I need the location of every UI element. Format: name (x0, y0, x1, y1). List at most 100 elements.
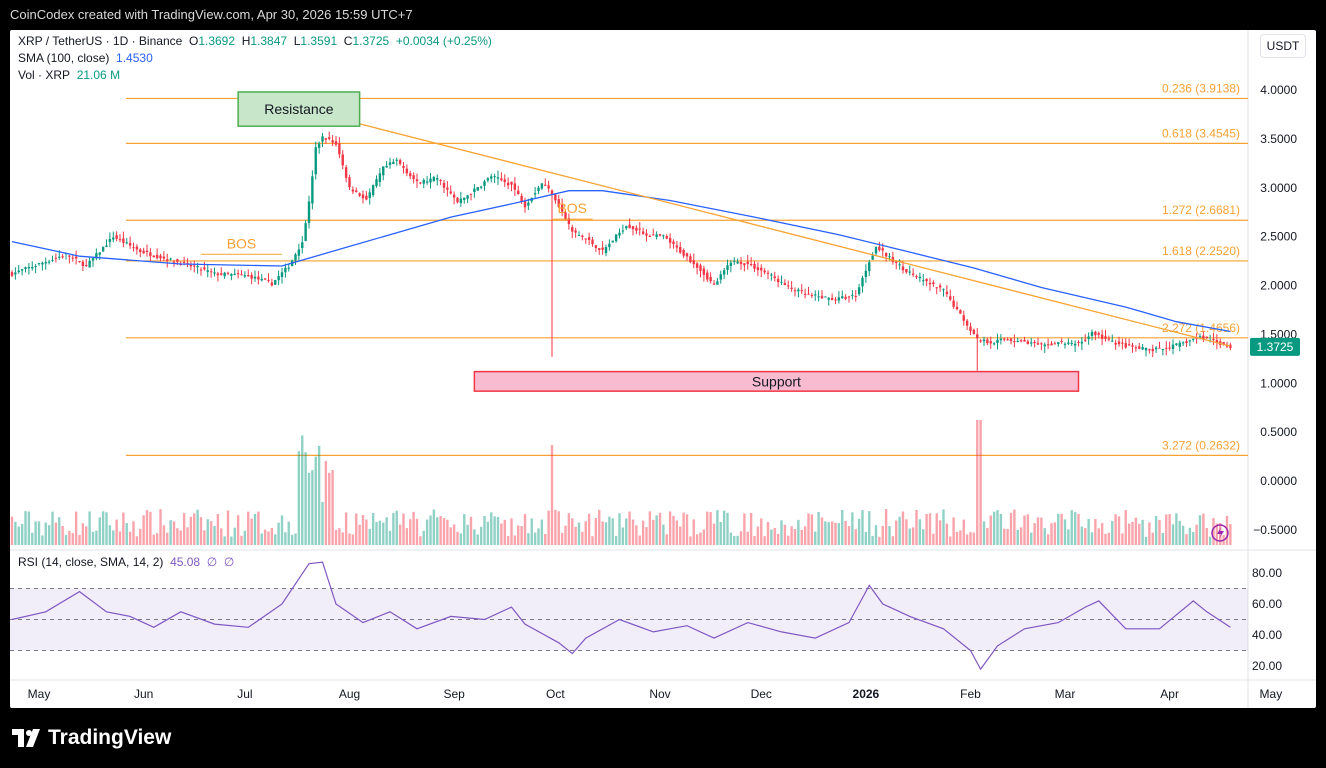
candle-body (803, 293, 807, 295)
candle-body (1222, 341, 1225, 345)
candle-body (722, 270, 726, 275)
volume-bar (476, 534, 479, 545)
currency-button[interactable]: USDT (1260, 34, 1306, 58)
chart-panel[interactable]: XRP / TetherUS · 1D · Binance O1.3692 H1… (10, 30, 1316, 708)
candle-body (1124, 343, 1127, 348)
candle-body (598, 248, 601, 250)
candle-body (584, 238, 587, 240)
candle-body (567, 218, 571, 225)
symbol-label: XRP / TetherUS · 1D · Binance (18, 34, 183, 48)
candle-body (668, 237, 672, 243)
candle-body (763, 270, 766, 273)
volume-bar (1178, 520, 1181, 545)
candle-body (760, 267, 763, 271)
volume-bar (935, 513, 938, 545)
volume-bar (368, 528, 371, 545)
change-value: +0.0034 (+0.25%) (395, 34, 492, 48)
rsi-tick-label: 60.00 (1252, 597, 1282, 611)
candle-body (209, 271, 213, 273)
volume-bar (442, 518, 446, 545)
candle-body (422, 179, 425, 184)
volume-bar (1009, 512, 1013, 545)
volume-bar (648, 511, 652, 545)
volume-bar (385, 517, 388, 545)
resistance-label: Resistance (264, 101, 333, 117)
volume-bar (901, 511, 905, 545)
volume-bar (365, 519, 368, 545)
volume-bar (689, 536, 692, 545)
volume-bar (584, 521, 587, 545)
volume-bar (692, 519, 695, 545)
candle-body (969, 326, 972, 332)
brand-name: TradingView (48, 726, 172, 749)
candle-body (263, 278, 267, 280)
volume-bar (51, 511, 54, 545)
candle-body (854, 296, 857, 298)
volume-bar (220, 528, 223, 545)
volume-bar (679, 526, 682, 545)
volume-bar (753, 535, 756, 545)
rsi-value: 45.08 (170, 555, 201, 569)
candle-body (952, 300, 955, 307)
candle-body (223, 272, 226, 277)
candle-body (942, 289, 945, 291)
candle-body (925, 278, 928, 282)
candle-body (908, 271, 911, 273)
candle-body (358, 193, 361, 196)
volume-bar (884, 509, 888, 545)
candle-body (672, 241, 675, 245)
candle-body (1023, 339, 1026, 342)
volume-bar (1229, 524, 1232, 545)
candle-body (105, 245, 108, 247)
price-chart[interactable]: 4.00003.50003.00002.50002.00001.50001.00… (10, 30, 1316, 708)
candle-body (834, 299, 837, 301)
volume-bar (520, 526, 523, 545)
candle-body (1084, 339, 1087, 341)
candle-body (277, 276, 280, 281)
price-tick-label: 4.0000 (1260, 83, 1297, 97)
volume-bar (783, 524, 787, 545)
candle-body (537, 187, 540, 192)
candle-body (1111, 340, 1114, 342)
chart-credit: CoinCodex created with TradingView.com, … (10, 7, 413, 22)
candle-body (1131, 345, 1134, 347)
candle-body (274, 280, 277, 285)
volume-bar (301, 435, 304, 545)
candle-body (574, 230, 577, 233)
candle-body (965, 320, 969, 326)
candle-body (304, 223, 307, 241)
volume-bar (284, 532, 287, 545)
candle-body (27, 266, 31, 269)
volume-bar (1046, 534, 1050, 545)
volume-bar (945, 523, 949, 545)
candle-body (979, 340, 982, 342)
volume-bar (760, 518, 763, 545)
volume-bar (1060, 513, 1063, 545)
candle-body (466, 195, 469, 199)
volume-bar (530, 518, 533, 545)
volume-bar (375, 522, 378, 545)
volume-bar (398, 524, 402, 545)
candle-body (955, 306, 959, 310)
volume-bar (1138, 523, 1141, 545)
volume-bar (47, 525, 51, 545)
volume-bar (58, 517, 61, 545)
volume-bar (490, 512, 493, 545)
volume-bar (216, 513, 220, 545)
rsi-tick-label: 20.00 (1252, 659, 1282, 673)
fib-level-label: 1.618 (2.2520) (1162, 244, 1240, 258)
volume-bar (810, 514, 814, 545)
candle-body (132, 247, 135, 249)
volume-bar (560, 532, 564, 545)
volume-bar (1087, 518, 1090, 545)
volume-bar (463, 514, 466, 545)
candle-body (716, 281, 719, 285)
volume-bar (1094, 519, 1097, 545)
volume-bar (388, 530, 392, 545)
candle-body (1077, 342, 1080, 344)
candle-body (284, 267, 287, 273)
candle-body (415, 179, 419, 182)
sma-legend: SMA (100, close) 1.4530 (18, 51, 153, 65)
volume-bar (695, 534, 699, 545)
volume-bar (331, 470, 334, 545)
